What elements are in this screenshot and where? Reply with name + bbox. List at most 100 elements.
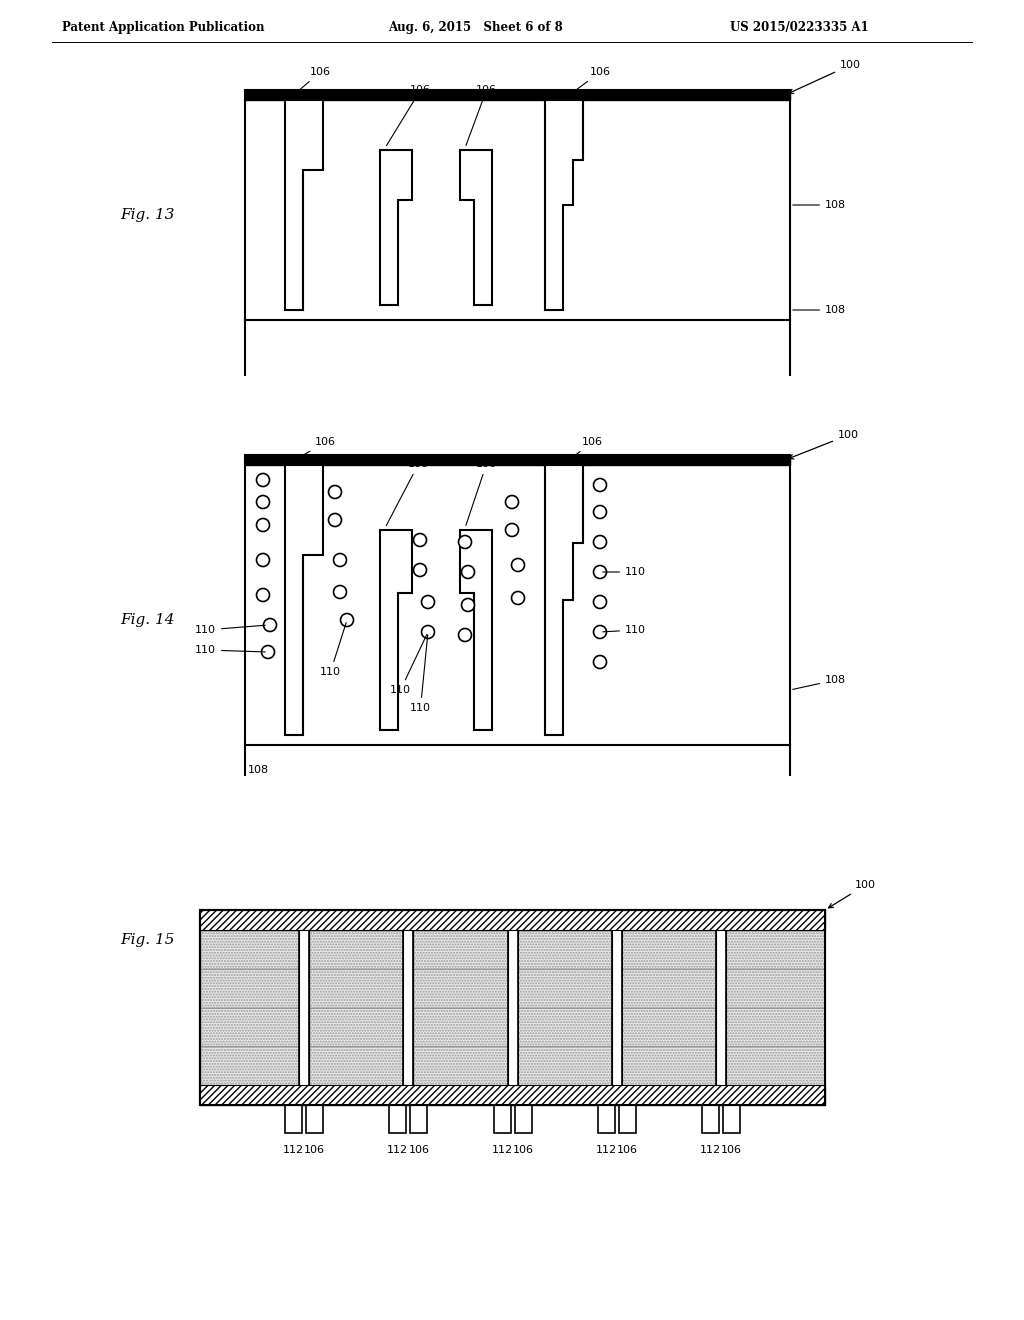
Bar xyxy=(201,1047,299,1085)
Circle shape xyxy=(414,533,427,546)
Text: 110: 110 xyxy=(410,635,431,713)
Circle shape xyxy=(594,506,606,519)
Text: 106: 106 xyxy=(386,84,431,145)
Text: Patent Application Publication: Patent Application Publication xyxy=(62,21,264,34)
Circle shape xyxy=(334,553,346,566)
Bar xyxy=(389,1105,407,1133)
Circle shape xyxy=(256,519,269,532)
Bar xyxy=(200,909,825,1105)
Circle shape xyxy=(594,626,606,639)
Bar xyxy=(726,969,824,1007)
Bar xyxy=(518,931,611,969)
Text: 108: 108 xyxy=(793,305,846,315)
Bar xyxy=(726,931,824,969)
Text: 112: 112 xyxy=(596,1144,616,1155)
Circle shape xyxy=(256,495,269,508)
Circle shape xyxy=(462,598,474,611)
Text: Fig. 13: Fig. 13 xyxy=(120,209,174,222)
Bar xyxy=(611,909,622,1105)
Bar xyxy=(726,1047,824,1085)
Text: 110: 110 xyxy=(195,645,265,655)
Bar xyxy=(518,1008,611,1045)
Circle shape xyxy=(334,586,346,598)
Text: 108: 108 xyxy=(793,201,846,210)
Bar xyxy=(201,1008,299,1045)
Polygon shape xyxy=(285,465,323,735)
Text: 112: 112 xyxy=(699,1144,721,1155)
Text: 110: 110 xyxy=(603,624,646,635)
Circle shape xyxy=(329,513,341,527)
Bar xyxy=(726,1008,824,1045)
Circle shape xyxy=(512,558,524,572)
Bar xyxy=(494,1105,511,1133)
Bar xyxy=(723,1105,739,1133)
Bar xyxy=(200,909,825,931)
Text: US 2015/0223335 A1: US 2015/0223335 A1 xyxy=(730,21,868,34)
Text: 108: 108 xyxy=(248,766,269,775)
Text: 106: 106 xyxy=(409,1144,429,1155)
Bar xyxy=(514,1105,531,1133)
Bar xyxy=(411,1105,427,1133)
Text: Fig. 14: Fig. 14 xyxy=(120,612,174,627)
Circle shape xyxy=(414,564,427,577)
Circle shape xyxy=(506,524,518,536)
Circle shape xyxy=(594,595,606,609)
Text: 106: 106 xyxy=(386,459,429,525)
Bar xyxy=(200,1085,825,1105)
Bar xyxy=(306,1105,324,1133)
Polygon shape xyxy=(545,100,583,310)
Text: 100: 100 xyxy=(828,880,876,908)
Bar xyxy=(285,1105,302,1133)
Circle shape xyxy=(329,486,341,499)
Text: 110: 110 xyxy=(390,635,427,696)
Text: Fig. 15: Fig. 15 xyxy=(120,933,174,946)
Text: 112: 112 xyxy=(387,1144,409,1155)
Circle shape xyxy=(594,565,606,578)
Bar xyxy=(414,1047,507,1085)
Text: 106: 106 xyxy=(567,437,603,461)
Bar xyxy=(309,969,402,1007)
Bar xyxy=(309,1047,402,1085)
Bar xyxy=(245,90,790,100)
Polygon shape xyxy=(545,465,583,735)
Text: 106: 106 xyxy=(616,1144,638,1155)
Circle shape xyxy=(459,628,471,642)
Bar xyxy=(245,90,790,319)
Bar xyxy=(299,909,309,1105)
Text: 100: 100 xyxy=(788,59,861,94)
Polygon shape xyxy=(460,150,492,305)
Circle shape xyxy=(256,474,269,487)
Text: 100: 100 xyxy=(788,430,859,459)
Circle shape xyxy=(594,479,606,491)
Bar xyxy=(701,1105,719,1133)
Text: 106: 106 xyxy=(292,67,331,96)
Bar xyxy=(309,931,402,969)
Circle shape xyxy=(512,591,524,605)
Bar xyxy=(414,931,507,969)
Circle shape xyxy=(594,536,606,549)
Circle shape xyxy=(506,495,518,508)
Bar xyxy=(403,909,414,1105)
Bar xyxy=(414,1008,507,1045)
Bar xyxy=(201,969,299,1007)
Text: 106: 106 xyxy=(293,437,336,462)
Polygon shape xyxy=(460,531,492,730)
Text: 106: 106 xyxy=(466,459,497,525)
Bar xyxy=(245,455,790,465)
Bar xyxy=(716,909,726,1105)
Circle shape xyxy=(256,553,269,566)
Bar xyxy=(598,1105,614,1133)
Bar xyxy=(200,1085,825,1105)
Circle shape xyxy=(422,595,434,609)
Bar xyxy=(201,931,299,969)
Bar xyxy=(414,969,507,1007)
Text: Aug. 6, 2015   Sheet 6 of 8: Aug. 6, 2015 Sheet 6 of 8 xyxy=(388,21,563,34)
Bar xyxy=(623,969,716,1007)
Bar xyxy=(623,1047,716,1085)
Polygon shape xyxy=(380,531,412,730)
Bar xyxy=(200,909,825,1105)
Bar xyxy=(200,909,825,931)
Text: 106: 106 xyxy=(466,84,497,145)
Circle shape xyxy=(594,656,606,668)
Bar xyxy=(518,1047,611,1085)
